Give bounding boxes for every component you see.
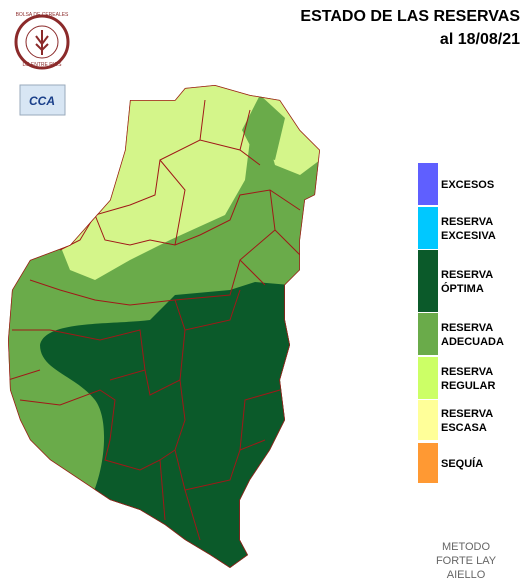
cca-logo: CCA	[19, 84, 66, 116]
footer-text: FORTE LAY	[436, 555, 497, 567]
legend-swatch	[418, 207, 438, 249]
date: al 18/08/21	[440, 31, 520, 48]
title: ESTADO DE LAS RESERVAS	[300, 8, 520, 25]
legend-label: EXCESOS	[441, 179, 494, 191]
legend-label: RESERVA	[441, 322, 493, 334]
footer: METODO FORTE LAY AIELLO	[436, 541, 497, 581]
legend-swatch	[418, 400, 438, 440]
legend-label: EXCESIVA	[441, 230, 496, 242]
logo-text: BOLSA DE CEREALES	[16, 12, 69, 18]
footer-text: METODO	[442, 541, 491, 553]
legend-label: ESCASA	[441, 422, 487, 434]
bolsa-logo: BOLSA DE CEREALES DE ENTRE RIOS	[14, 12, 70, 70]
legend: EXCESOSRESERVAEXCESIVARESERVAÓPTIMARESER…	[418, 163, 504, 483]
legend-label: RESERVA	[441, 408, 493, 420]
legend-label: RESERVA	[441, 269, 493, 281]
legend-label: SEQUÍA	[441, 457, 483, 470]
legend-label: ADECUADA	[441, 336, 504, 348]
legend-label: ÓPTIMA	[441, 282, 484, 295]
legend-swatch	[418, 357, 438, 399]
footer-text: AIELLO	[447, 569, 486, 579]
legend-swatch	[418, 313, 438, 355]
legend-label: REGULAR	[441, 380, 495, 392]
logo-text: CCA	[29, 94, 55, 108]
legend-swatch	[418, 250, 438, 312]
logo-text: DE ENTRE RIOS	[23, 62, 63, 68]
legend-label: RESERVA	[441, 216, 493, 228]
legend-swatch	[418, 443, 438, 483]
legend-swatch	[418, 163, 438, 205]
legend-label: RESERVA	[441, 366, 493, 378]
province-map	[8, 85, 320, 568]
